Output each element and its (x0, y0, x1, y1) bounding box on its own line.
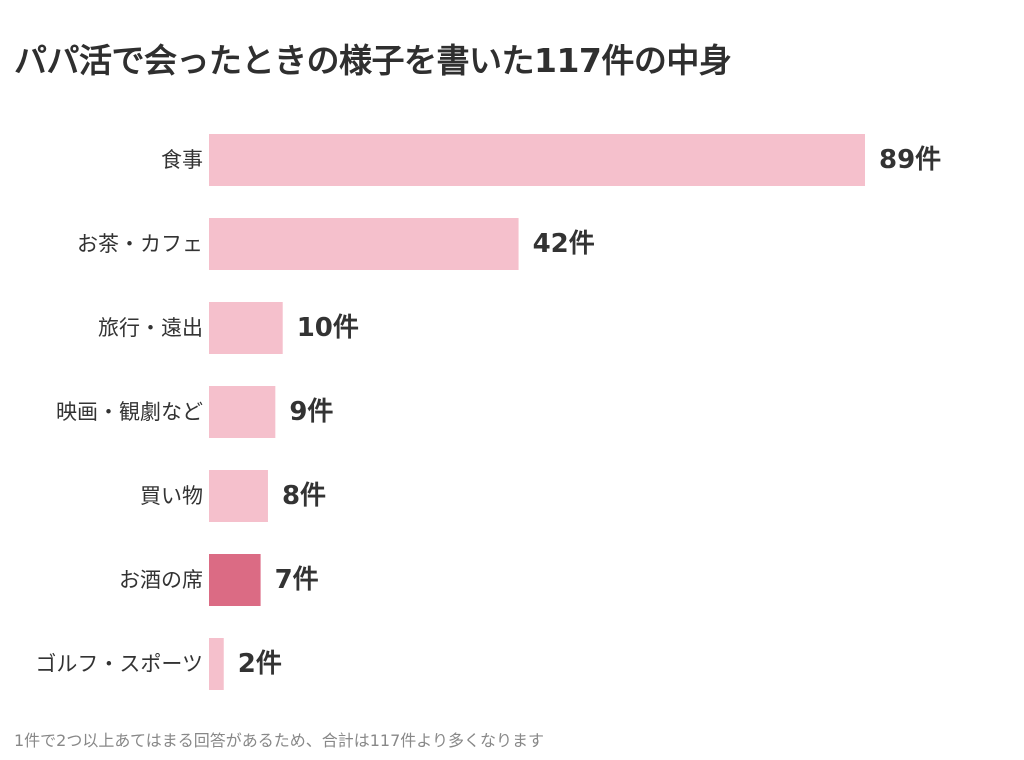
bar (209, 470, 268, 522)
category-label: 食事 (161, 148, 203, 172)
category-label: 映画・観劇など (56, 400, 203, 424)
bar (209, 302, 283, 354)
value-label: 2件 (238, 649, 282, 679)
category-label: お茶・カフェ (77, 232, 203, 256)
category-label: お酒の席 (119, 568, 203, 592)
chart-title: パパ活で会ったときの様子を書いた117件の中身 (14, 41, 732, 80)
bar (209, 218, 519, 270)
bar (209, 386, 276, 438)
category-label: 買い物 (140, 484, 203, 508)
value-label: 42件 (533, 229, 595, 259)
category-label: ゴルフ・スポーツ (35, 652, 203, 676)
value-label: 89件 (879, 145, 941, 175)
value-label: 10件 (297, 313, 359, 343)
value-label: 8件 (282, 481, 326, 511)
category-label: 旅行・遠出 (98, 316, 203, 340)
bar (209, 134, 865, 186)
chart-footnote: 1件で2つ以上あてはまる回答があるため、合計は117件より多くなります (14, 731, 544, 750)
bar (209, 638, 224, 690)
bar (209, 554, 261, 606)
value-label: 9件 (289, 397, 333, 427)
value-label: 7件 (275, 565, 319, 595)
